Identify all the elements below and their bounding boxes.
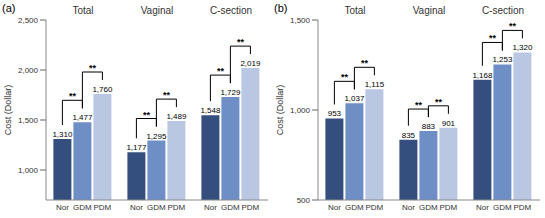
svg-text:GDM: GDM: [419, 203, 438, 212]
svg-text:**: **: [489, 33, 497, 43]
svg-text:2,019: 2,019: [240, 59, 261, 68]
svg-text:GDM: GDM: [493, 203, 512, 212]
svg-text:Total: Total: [72, 5, 93, 16]
svg-text:PDM: PDM: [94, 203, 112, 212]
svg-text:1,320: 1,320: [512, 43, 533, 52]
svg-text:953: 953: [328, 109, 342, 118]
svg-text:PDM: PDM: [514, 203, 532, 212]
svg-text:**: **: [435, 97, 443, 107]
svg-text:1,000: 1,000: [18, 166, 39, 175]
svg-text:1,500: 1,500: [290, 16, 311, 25]
svg-text:1,477: 1,477: [72, 113, 93, 122]
svg-text:Total: Total: [344, 5, 365, 16]
svg-text:Nor: Nor: [476, 203, 489, 212]
svg-text:1,295: 1,295: [146, 132, 167, 141]
svg-text:Nor: Nor: [328, 203, 341, 212]
svg-text:1,000: 1,000: [290, 106, 311, 115]
svg-text:1,115: 1,115: [365, 80, 385, 89]
svg-text:PDM: PDM: [168, 203, 186, 212]
svg-text:Vaginal: Vaginal: [413, 5, 446, 16]
svg-text:500: 500: [297, 196, 311, 205]
svg-text:Nor: Nor: [130, 203, 143, 212]
svg-text:Nor: Nor: [56, 203, 69, 212]
svg-text:**: **: [69, 91, 77, 101]
svg-text:1,760: 1,760: [92, 85, 113, 94]
svg-text:PDM: PDM: [440, 203, 458, 212]
svg-text:835: 835: [402, 131, 416, 140]
svg-text:Cost (Dollar): Cost (Dollar): [8, 85, 13, 136]
svg-text:901: 901: [442, 119, 456, 128]
svg-text:1,548: 1,548: [200, 106, 221, 115]
svg-text:**: **: [89, 63, 97, 73]
svg-text:1,729: 1,729: [220, 88, 241, 97]
svg-text:**: **: [143, 110, 151, 120]
svg-text:Nor: Nor: [402, 203, 415, 212]
svg-text:GDM: GDM: [147, 203, 166, 212]
svg-text:Nor: Nor: [204, 203, 217, 212]
svg-text:1,489: 1,489: [166, 112, 187, 121]
svg-text:**: **: [361, 58, 369, 68]
svg-text:**: **: [415, 100, 423, 110]
svg-text:C-section: C-section: [482, 5, 524, 16]
svg-text:**: **: [509, 21, 517, 31]
svg-text:1,253: 1,253: [492, 55, 513, 64]
svg-text:GDM: GDM: [345, 203, 364, 212]
svg-text:Cost (Dollar): Cost (Dollar): [275, 85, 285, 136]
svg-text:PDM: PDM: [366, 203, 384, 212]
svg-text:**: **: [163, 90, 171, 100]
svg-text:883: 883: [422, 122, 436, 131]
svg-text:1,037: 1,037: [344, 94, 365, 103]
svg-text:GDM: GDM: [221, 203, 240, 212]
svg-text:2,500: 2,500: [18, 16, 39, 25]
svg-text:1,177: 1,177: [126, 143, 147, 152]
html-text:(a): (a): [2, 2, 16, 14]
svg-text:Vaginal: Vaginal: [141, 5, 174, 16]
html-text:(b): (b): [274, 2, 288, 14]
svg-text:1,310: 1,310: [52, 130, 73, 139]
svg-text:GDM: GDM: [73, 203, 92, 212]
svg-text:**: **: [217, 66, 225, 76]
svg-text:1,500: 1,500: [18, 116, 39, 125]
svg-text:C-section: C-section: [210, 5, 252, 16]
svg-text:**: **: [341, 72, 349, 82]
svg-text:1,168: 1,168: [472, 71, 493, 80]
svg-text:**: **: [237, 37, 245, 47]
svg-text:PDM: PDM: [242, 203, 260, 212]
svg-text:2,000: 2,000: [18, 66, 39, 75]
